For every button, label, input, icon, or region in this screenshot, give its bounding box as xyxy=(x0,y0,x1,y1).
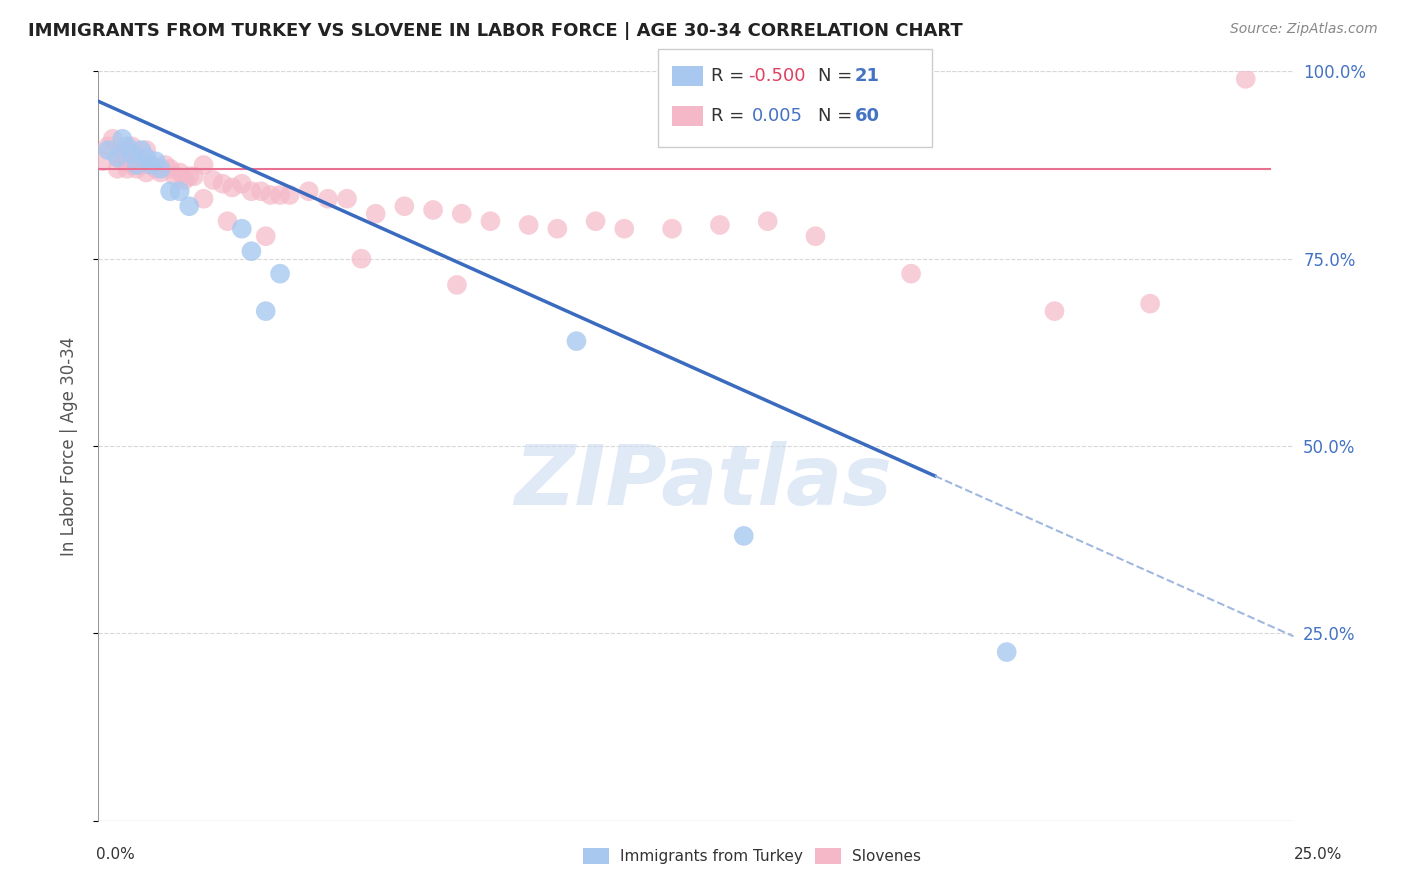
Point xyxy=(269,188,291,202)
Point xyxy=(995,645,1018,659)
Point xyxy=(179,199,201,213)
Point xyxy=(193,192,215,206)
Point xyxy=(139,158,162,172)
Y-axis label: In Labor Force | Age 30-34: In Labor Force | Age 30-34 xyxy=(59,336,77,556)
Point xyxy=(97,139,120,153)
Point xyxy=(125,151,148,165)
Point xyxy=(231,221,253,235)
Point xyxy=(733,529,755,543)
Point xyxy=(479,214,502,228)
Point xyxy=(163,169,186,184)
Point xyxy=(135,165,157,179)
Point xyxy=(316,192,339,206)
Text: N =: N = xyxy=(818,67,858,85)
Point xyxy=(422,202,444,217)
Point xyxy=(111,146,134,161)
Point xyxy=(149,165,172,179)
Point xyxy=(131,143,153,157)
Point xyxy=(145,154,167,169)
Text: Slovenes: Slovenes xyxy=(852,849,921,863)
Point xyxy=(231,177,253,191)
Point xyxy=(1139,296,1161,310)
Point xyxy=(115,139,138,153)
Point xyxy=(107,161,129,176)
Point xyxy=(111,132,134,146)
Text: ZIPatlas: ZIPatlas xyxy=(515,442,891,522)
Point xyxy=(217,214,239,228)
Text: 0.0%: 0.0% xyxy=(96,847,135,862)
Point xyxy=(202,173,225,187)
Point xyxy=(91,154,114,169)
Text: Source: ZipAtlas.com: Source: ZipAtlas.com xyxy=(1230,22,1378,37)
Text: R =: R = xyxy=(711,107,756,125)
Point xyxy=(240,184,263,198)
Point xyxy=(804,229,827,244)
Point xyxy=(101,132,124,146)
Point xyxy=(121,158,143,172)
Point xyxy=(193,158,215,172)
Point xyxy=(121,139,143,153)
Point xyxy=(97,143,120,157)
Point xyxy=(139,158,162,172)
Point xyxy=(394,199,416,213)
Point xyxy=(1234,71,1257,86)
Point xyxy=(450,207,472,221)
Point xyxy=(585,214,607,228)
Point xyxy=(364,207,387,221)
Point xyxy=(709,218,731,232)
Point xyxy=(278,188,301,202)
Point xyxy=(155,158,177,172)
Point xyxy=(336,192,359,206)
Point xyxy=(546,221,568,235)
Point xyxy=(107,151,129,165)
Point xyxy=(1043,304,1066,318)
Point xyxy=(221,180,243,194)
Point xyxy=(125,158,148,172)
Point xyxy=(250,184,273,198)
Point xyxy=(135,143,157,157)
Point xyxy=(298,184,321,198)
Text: 60: 60 xyxy=(855,107,880,125)
Text: 25.0%: 25.0% xyxy=(1295,847,1343,862)
Text: R =: R = xyxy=(711,67,751,85)
Point xyxy=(350,252,373,266)
Text: IMMIGRANTS FROM TURKEY VS SLOVENE IN LABOR FORCE | AGE 30-34 CORRELATION CHART: IMMIGRANTS FROM TURKEY VS SLOVENE IN LAB… xyxy=(28,22,963,40)
Point xyxy=(115,161,138,176)
Point xyxy=(613,221,636,235)
Point xyxy=(211,177,233,191)
Point xyxy=(115,143,138,157)
Point xyxy=(159,184,181,198)
Point xyxy=(183,169,205,184)
Point xyxy=(565,334,588,348)
Point xyxy=(121,146,143,161)
Text: -0.500: -0.500 xyxy=(748,67,806,85)
Point xyxy=(111,154,134,169)
Point xyxy=(145,161,167,176)
Point xyxy=(135,151,157,165)
Point xyxy=(125,161,148,176)
Point xyxy=(446,277,468,292)
Text: N =: N = xyxy=(818,107,858,125)
Point xyxy=(900,267,922,281)
Point xyxy=(259,188,281,202)
Point xyxy=(149,161,172,176)
Point xyxy=(131,158,153,172)
Point xyxy=(517,218,540,232)
Text: 0.005: 0.005 xyxy=(752,107,803,125)
Point xyxy=(254,304,277,318)
Point xyxy=(169,165,191,179)
Point xyxy=(173,173,195,187)
Point xyxy=(159,161,181,176)
Point xyxy=(169,184,191,198)
Point xyxy=(179,169,201,184)
Text: Immigrants from Turkey: Immigrants from Turkey xyxy=(620,849,803,863)
Point xyxy=(254,229,277,244)
Point xyxy=(756,214,779,228)
Point xyxy=(240,244,263,259)
Point xyxy=(269,267,291,281)
Point xyxy=(661,221,683,235)
Text: 21: 21 xyxy=(855,67,880,85)
